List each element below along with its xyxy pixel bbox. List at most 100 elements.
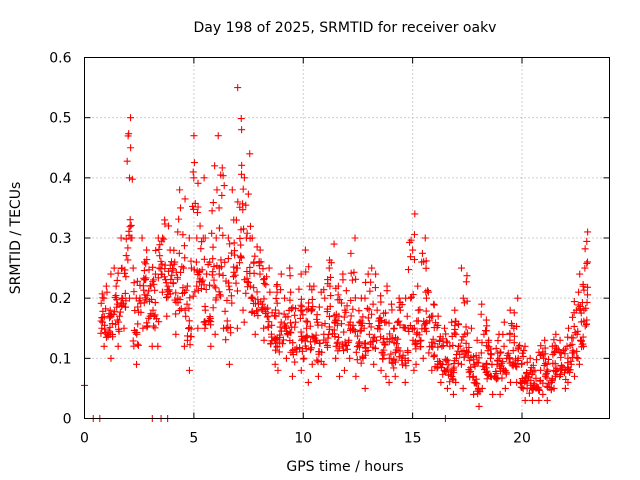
data-point — [437, 378, 445, 386]
data-point — [484, 338, 492, 346]
data-point — [121, 289, 129, 297]
data-point — [489, 390, 497, 398]
data-point — [111, 293, 119, 301]
data-point — [334, 338, 342, 346]
data-point — [97, 299, 105, 307]
y-tick-label: 0.6 — [49, 51, 71, 67]
data-point — [355, 339, 363, 347]
data-point — [412, 345, 420, 353]
data-point — [105, 329, 113, 337]
data-point — [533, 383, 541, 391]
data-point — [182, 312, 190, 320]
data-point — [338, 320, 345, 328]
data-point — [175, 215, 183, 223]
data-point — [164, 282, 172, 290]
data-point — [563, 342, 571, 350]
data-point — [121, 269, 129, 277]
data-point — [347, 297, 355, 305]
data-point — [260, 336, 268, 344]
data-point — [218, 191, 226, 199]
data-point — [248, 293, 256, 301]
data-point — [584, 283, 592, 291]
data-point — [445, 361, 453, 369]
data-point — [165, 287, 173, 295]
data-point — [359, 313, 367, 321]
data-point — [430, 301, 438, 309]
data-point — [410, 231, 418, 239]
data-point — [209, 199, 217, 207]
data-point — [145, 314, 153, 322]
data-point — [492, 375, 500, 383]
data-point — [583, 259, 591, 267]
data-point — [237, 254, 245, 262]
data-point — [363, 304, 371, 312]
data-point — [326, 273, 334, 281]
data-point — [454, 342, 462, 350]
data-point — [250, 284, 258, 292]
data-point — [395, 317, 403, 325]
data-point — [291, 311, 299, 319]
data-point — [197, 245, 205, 253]
data-point — [569, 353, 577, 361]
data-point — [519, 352, 527, 360]
data-point — [407, 253, 415, 261]
y-tick-label: 0.2 — [49, 291, 71, 307]
data-point — [134, 320, 142, 328]
data-point — [246, 263, 254, 271]
data-point — [564, 378, 572, 386]
x-axis-label: GPS time / hours — [286, 459, 403, 475]
y-tick-label: 0.5 — [49, 111, 71, 127]
data-point — [101, 325, 109, 333]
data-point — [272, 339, 280, 347]
data-point — [286, 272, 294, 280]
data-point — [237, 115, 245, 123]
data-point — [343, 302, 351, 310]
data-point — [253, 288, 261, 296]
data-point — [577, 337, 585, 345]
data-point — [570, 322, 578, 330]
data-point — [339, 276, 347, 284]
data-point — [224, 234, 232, 242]
data-point — [241, 276, 249, 284]
data-point — [438, 364, 446, 372]
data-point — [296, 314, 304, 322]
data-point — [150, 280, 158, 288]
data-point — [419, 354, 427, 362]
data-point — [434, 321, 442, 329]
data-point — [513, 322, 521, 330]
data-point — [201, 302, 209, 310]
y-tick-label: 0.4 — [49, 171, 71, 187]
data-point — [182, 286, 190, 294]
data-point — [234, 198, 242, 206]
data-point — [339, 342, 347, 350]
data-point — [550, 384, 558, 392]
data-point — [219, 231, 227, 239]
data-point — [203, 270, 211, 278]
data-point — [508, 361, 516, 369]
data-point — [516, 341, 524, 349]
y-tick-label: 0.3 — [49, 231, 71, 247]
data-point — [262, 310, 270, 318]
data-point — [536, 376, 544, 384]
data-point — [552, 367, 560, 375]
data-point — [411, 210, 419, 218]
data-point — [532, 356, 540, 364]
data-point — [129, 337, 137, 345]
data-point — [494, 357, 502, 365]
data-point — [217, 292, 225, 300]
data-point — [350, 326, 358, 334]
data-point — [128, 175, 136, 183]
data-point — [180, 342, 188, 350]
data-point — [100, 342, 108, 350]
data-point — [583, 298, 591, 306]
data-point — [573, 347, 581, 355]
data-point — [557, 349, 565, 357]
data-point — [528, 396, 536, 404]
data-point — [421, 234, 429, 242]
data-point — [347, 249, 355, 257]
data-point — [109, 333, 117, 341]
data-point — [474, 359, 482, 367]
data-point — [430, 353, 438, 361]
data-point — [176, 306, 184, 314]
data-point — [256, 246, 264, 254]
